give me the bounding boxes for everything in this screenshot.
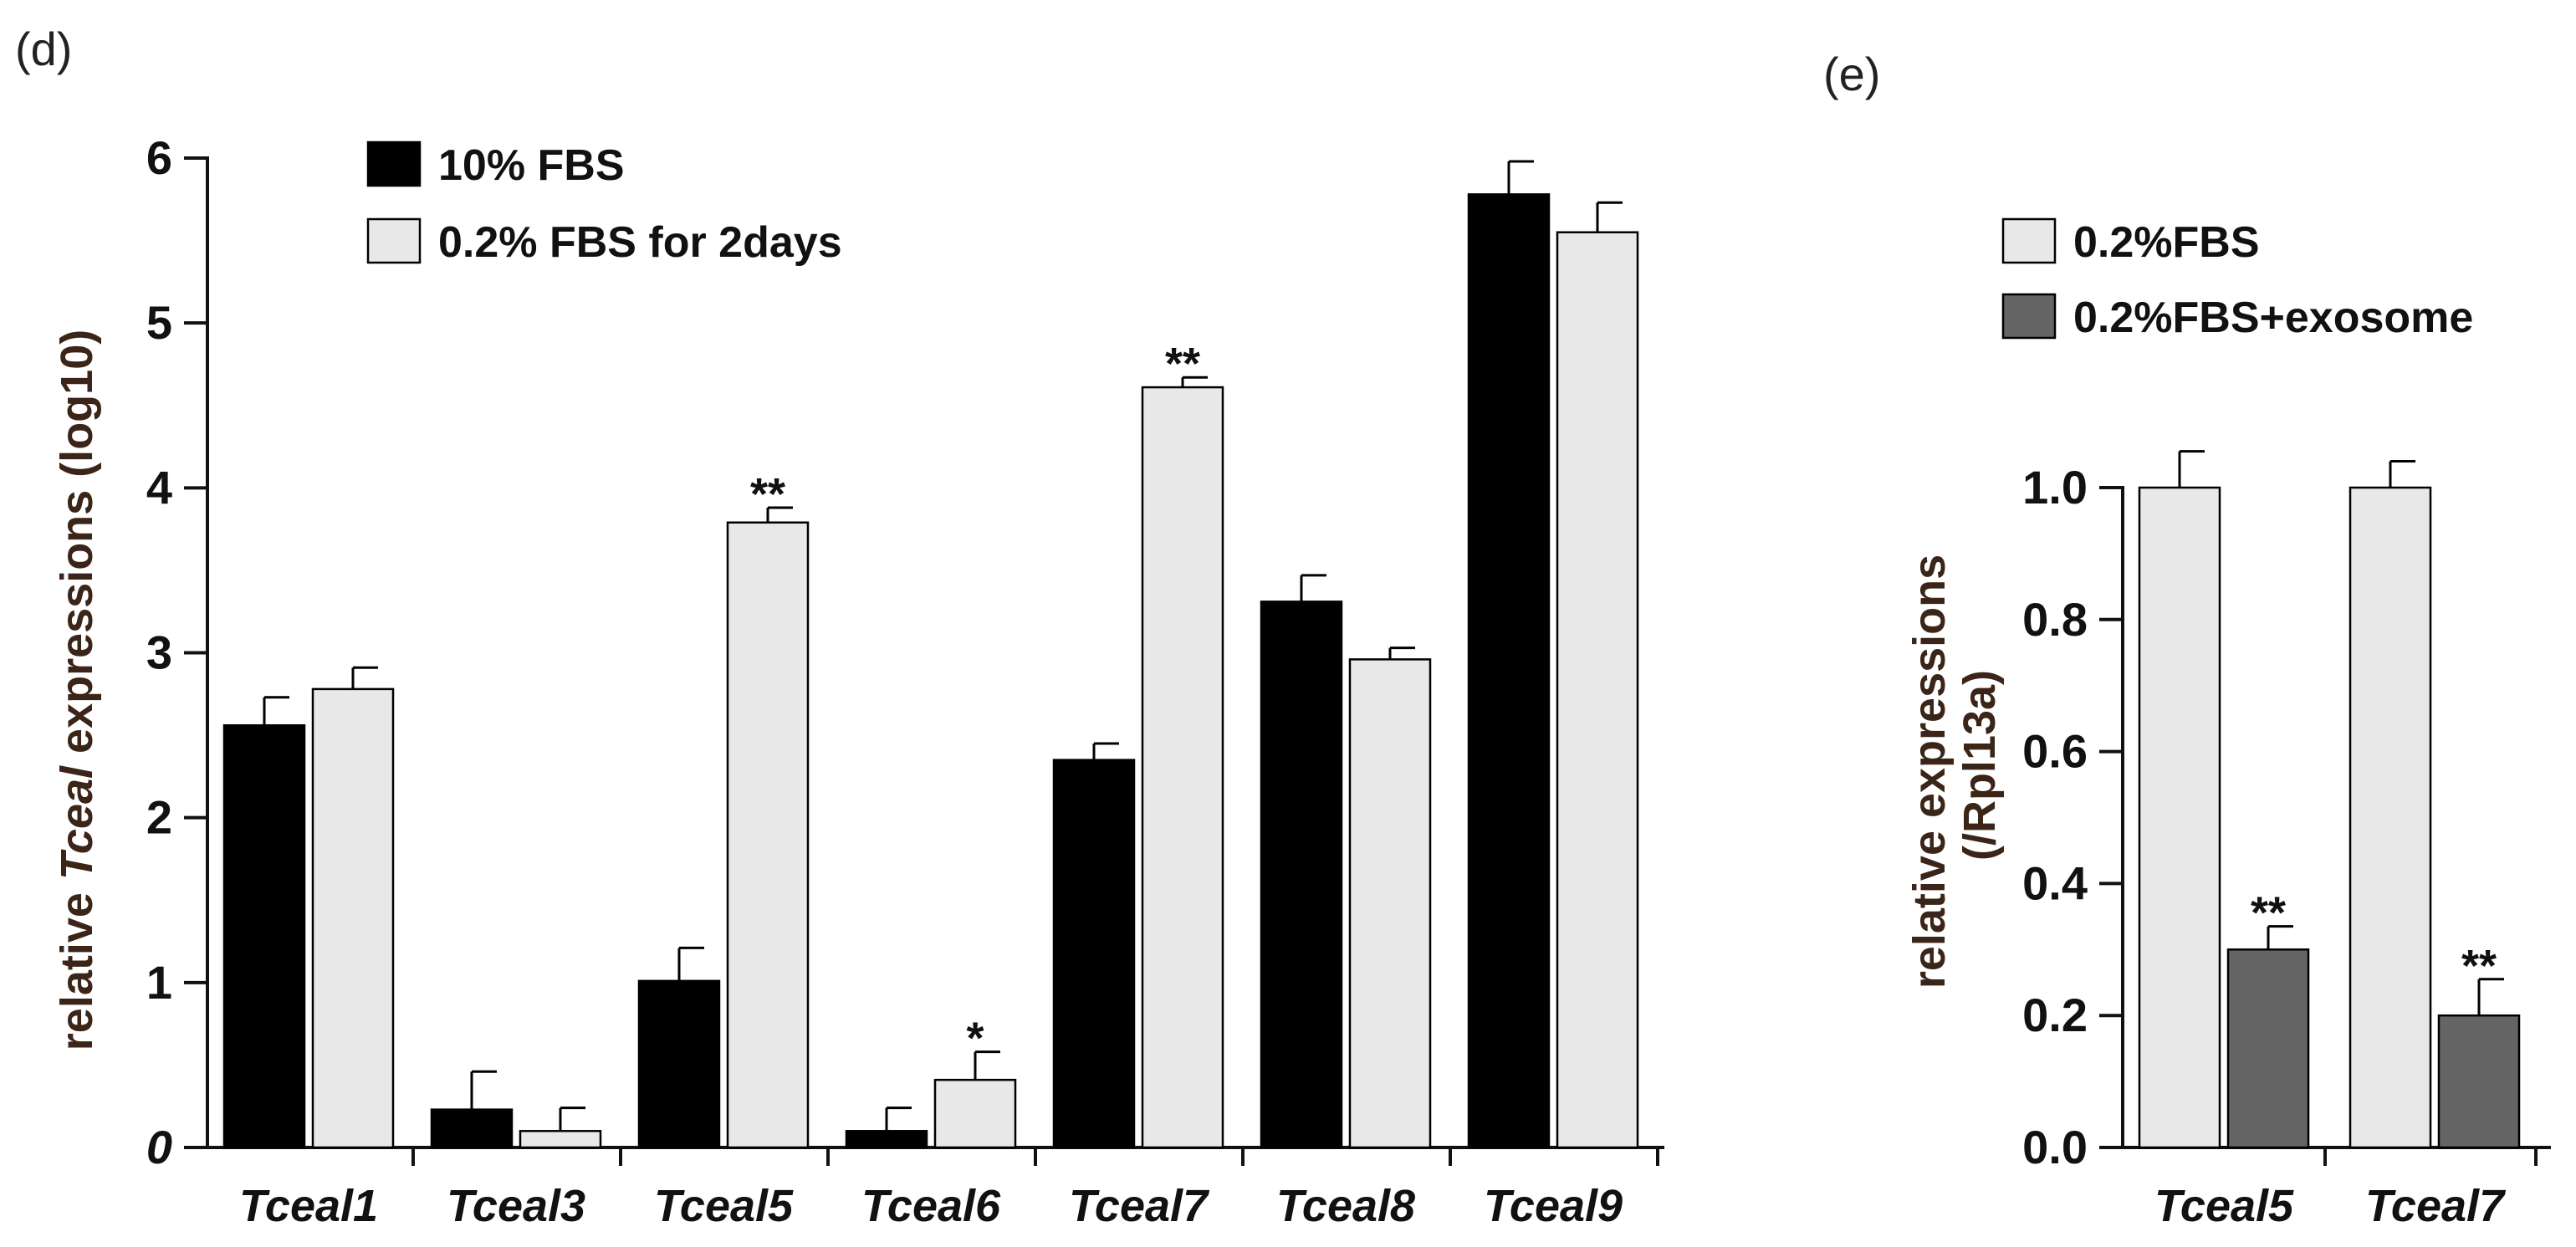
undefined-bar <box>726 521 810 1149</box>
undefined-bar <box>1556 231 1639 1149</box>
undefined-category-label: Tceal3 <box>447 1181 585 1231</box>
undefined-legend-label: 0.2%FBS <box>2073 218 2260 267</box>
undefined-y-tick-label: 0.0 <box>2022 1121 2088 1173</box>
undefined-y-tick-label: 0.8 <box>2022 593 2088 646</box>
undefined-bar <box>2437 1014 2521 1149</box>
undefined-bar <box>2138 486 2221 1149</box>
undefined-bar <box>845 1130 928 1149</box>
undefined-bar <box>2226 948 2310 1149</box>
undefined-legend-label: 0.2%FBS+exosome <box>2073 294 2473 342</box>
undefined-y-tick-label: 4 <box>146 461 172 514</box>
panel-d-chart: 0 1 2 3 4 5 6 Tceal1 Tceal3 Tceal5 Tceal6 Tceal7 Tce… <box>146 131 1664 1231</box>
undefined-category-label: Tceal7 <box>2365 1181 2507 1231</box>
undefined-legend-swatch <box>366 217 422 264</box>
undefined-category-label: Tceal8 <box>1276 1181 1415 1231</box>
panel-e-ylabel-line2: (/Rpl13a) <box>1955 670 2005 861</box>
undefined-y-tick-label: 0.4 <box>2022 856 2088 909</box>
undefined-significance-mark: ** <box>2251 888 2286 938</box>
undefined-significance-mark: ** <box>2461 941 2497 991</box>
undefined-y-tick-label: 6 <box>146 131 172 184</box>
undefined-bar <box>933 1078 1017 1149</box>
undefined-bar <box>430 1108 514 1149</box>
undefined-y-tick-label: 3 <box>146 626 172 679</box>
panel-e-chart: 0.0 0.2 0.4 0.6 0.8 1.0 Tceal5 Tceal7 ** ** 0.2%FB… <box>2001 217 2551 1231</box>
panel-e-ylabel-line1: relative expressions <box>1904 555 1955 989</box>
panel-e-ylabel: relative expressions (/Rpl13a) <box>1904 542 2005 989</box>
undefined-bar <box>222 724 306 1149</box>
panel-d-ylabel: relative Tceal expressions (log10) <box>52 330 102 1050</box>
undefined-bar <box>1052 759 1136 1149</box>
undefined-y-tick-label: 5 <box>146 296 172 349</box>
undefined-significance-mark: ** <box>1165 339 1200 389</box>
undefined-legend-swatch <box>2001 293 2057 340</box>
undefined-bar <box>2349 486 2432 1149</box>
undefined-y-tick-label: 2 <box>146 791 172 844</box>
undefined-bar <box>1467 193 1551 1149</box>
undefined-category-label: Tceal7 <box>1069 1181 1210 1231</box>
undefined-significance-mark: * <box>966 1014 984 1064</box>
undefined-category-label: Tceal9 <box>1484 1181 1623 1231</box>
panel-d-ylabel-italic: Tceal <box>52 765 102 880</box>
undefined-y-tick-label: 0.6 <box>2022 725 2088 778</box>
undefined-category-label: Tceal5 <box>2154 1181 2294 1231</box>
undefined-bar <box>637 979 721 1149</box>
undefined-significance-mark: ** <box>750 469 785 519</box>
undefined-category-label: Tceal5 <box>654 1181 794 1231</box>
undefined-category-label: Tceal1 <box>239 1181 378 1231</box>
undefined-legend-label: 0.2% FBS for 2days <box>438 218 842 267</box>
panel-d-label: (d) <box>15 23 72 75</box>
undefined-y-tick-label: 0.2 <box>2022 989 2088 1041</box>
panel-e-label: (e) <box>1823 48 1880 100</box>
undefined-y-tick-label: 0 <box>146 1121 172 1173</box>
undefined-category-label: Tceal6 <box>861 1181 1001 1231</box>
panel-d-ylabel-prefix: relative <box>52 880 102 1050</box>
undefined-y-tick-label: 1.0 <box>2022 461 2088 514</box>
undefined-legend-swatch <box>2001 217 2057 264</box>
undefined-legend-swatch <box>366 141 422 187</box>
undefined-y-tick-label: 1 <box>146 956 172 1009</box>
undefined-bar <box>1141 386 1224 1149</box>
undefined-bar <box>1348 658 1432 1149</box>
panel-d-ylabel-suffix: expressions (log10) <box>52 330 102 766</box>
undefined-bar <box>1260 601 1343 1149</box>
undefined-legend-label: 10% FBS <box>438 141 625 190</box>
undefined-bar <box>311 687 395 1149</box>
undefined-bar <box>519 1130 602 1149</box>
